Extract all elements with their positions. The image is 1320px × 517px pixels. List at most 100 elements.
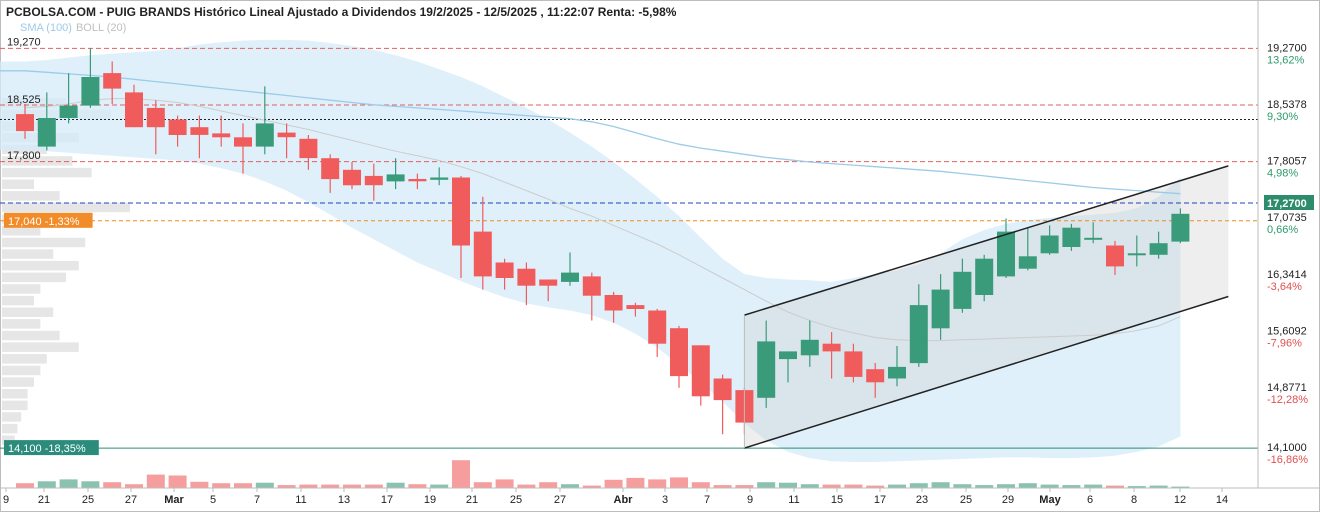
right-axis-price: 15,6092 [1267, 325, 1307, 337]
channel-lower-line [744, 295, 1229, 449]
x-tick-label: 27 [125, 494, 137, 506]
x-tick-label: 21 [466, 494, 478, 506]
indicator-legend: SMA (100) BOLL (20) [20, 22, 126, 34]
volume-bar [16, 483, 34, 488]
volume-bar [234, 483, 252, 488]
volume-bar [408, 484, 427, 488]
x-tick-label: 13 [338, 494, 350, 506]
volume-bar [37, 481, 56, 488]
candle-body [37, 118, 56, 147]
volume-profile-bar [2, 365, 41, 376]
right-axis-price: 16,3414 [1267, 269, 1307, 281]
volume-bar [125, 484, 143, 488]
left-level-label: 18,525 [7, 94, 41, 106]
candle-body [473, 231, 492, 277]
candle-body [713, 378, 732, 401]
right-axis-price: 18,5378 [1267, 99, 1307, 111]
x-tick-label: 9 [3, 494, 9, 506]
volume-profile-bar [2, 354, 47, 364]
volume-profile-bar [2, 191, 60, 201]
volume-bar [822, 484, 841, 488]
candle-body [822, 343, 841, 352]
candle-body [931, 289, 950, 329]
right-axis-pct: -16,86% [1267, 454, 1308, 466]
sma-line [0, 70, 1181, 195]
volume-bar [168, 475, 187, 488]
candle-body [517, 268, 536, 286]
volume-bar [81, 481, 100, 488]
x-tick-label: 3 [662, 494, 668, 506]
candle-body [1171, 213, 1190, 242]
candle-body [321, 158, 340, 180]
left-level-badge [4, 440, 99, 456]
volume-bar [321, 484, 340, 488]
volume-profile-bar [2, 202, 130, 213]
candle-body [975, 258, 994, 295]
volume-profile-bar [2, 412, 22, 422]
volume-bar [1018, 483, 1037, 488]
candle-body [1040, 235, 1059, 254]
volume-bar [757, 482, 776, 488]
candle-body [844, 351, 863, 377]
volume-bar [473, 482, 492, 488]
candle-body [299, 138, 318, 159]
right-axis-pct: 0,66% [1267, 224, 1298, 236]
volume-profile-bar [2, 167, 92, 178]
candle-body [430, 177, 449, 180]
candle-body [234, 137, 252, 147]
x-tick-label: 25 [960, 494, 972, 506]
trend-channel [743, 165, 1229, 449]
current-price-label: 17,2700 [1267, 198, 1307, 210]
x-tick-label: 25 [510, 494, 522, 506]
volume-profile-bar [2, 272, 66, 283]
volume-bar [1062, 485, 1081, 488]
candle-body [255, 123, 274, 147]
x-tick-label: May [1039, 494, 1061, 506]
left-level-badge [4, 212, 93, 228]
volume-bar [1106, 485, 1124, 488]
volume-bar [386, 482, 405, 488]
volume-bar [430, 484, 449, 488]
x-tick-label: 29 [1002, 494, 1014, 506]
x-tick-label: 12 [1174, 494, 1186, 506]
candle-body [146, 107, 165, 128]
left-level-label: 19,270 [7, 36, 41, 48]
volume-bar [888, 484, 906, 488]
candle-body [648, 310, 667, 344]
volume-bar [1171, 486, 1190, 488]
volume-bar [691, 482, 710, 488]
candle-body [953, 271, 972, 309]
candle-body [691, 345, 710, 397]
level-lines [0, 47, 1258, 449]
volume-bar [1084, 484, 1103, 488]
candle-body [103, 73, 122, 89]
x-tick-label: 8 [1131, 494, 1137, 506]
volume-bar [626, 477, 645, 488]
candle-body [561, 272, 579, 282]
volume-bar [299, 484, 318, 488]
candle-body [386, 174, 405, 182]
candle-body [582, 276, 601, 296]
right-axis-price: 17,0735 [1267, 212, 1307, 224]
volume-bar [561, 484, 579, 488]
volume-profile-bar [2, 423, 18, 434]
volume-profile-bar [2, 249, 54, 259]
volume-bar [735, 485, 754, 488]
right-axis-price: 14,8771 [1267, 382, 1307, 394]
volume-bar [495, 479, 514, 488]
volume-profile-bar [2, 389, 28, 399]
channel-area [744, 165, 1229, 449]
candle-body [16, 114, 34, 132]
right-axis-price: 14,1000 [1267, 442, 1307, 454]
candle-body [604, 295, 623, 311]
candle-body [997, 231, 1015, 277]
candle-body [539, 279, 558, 286]
right-axis-price: 19,2700 [1267, 42, 1307, 54]
volume-bar [582, 485, 601, 488]
x-tick-label: 21 [38, 494, 50, 506]
volume-bar [1127, 486, 1146, 488]
volume-profile-bar [2, 284, 41, 294]
volume-bar [190, 481, 209, 488]
